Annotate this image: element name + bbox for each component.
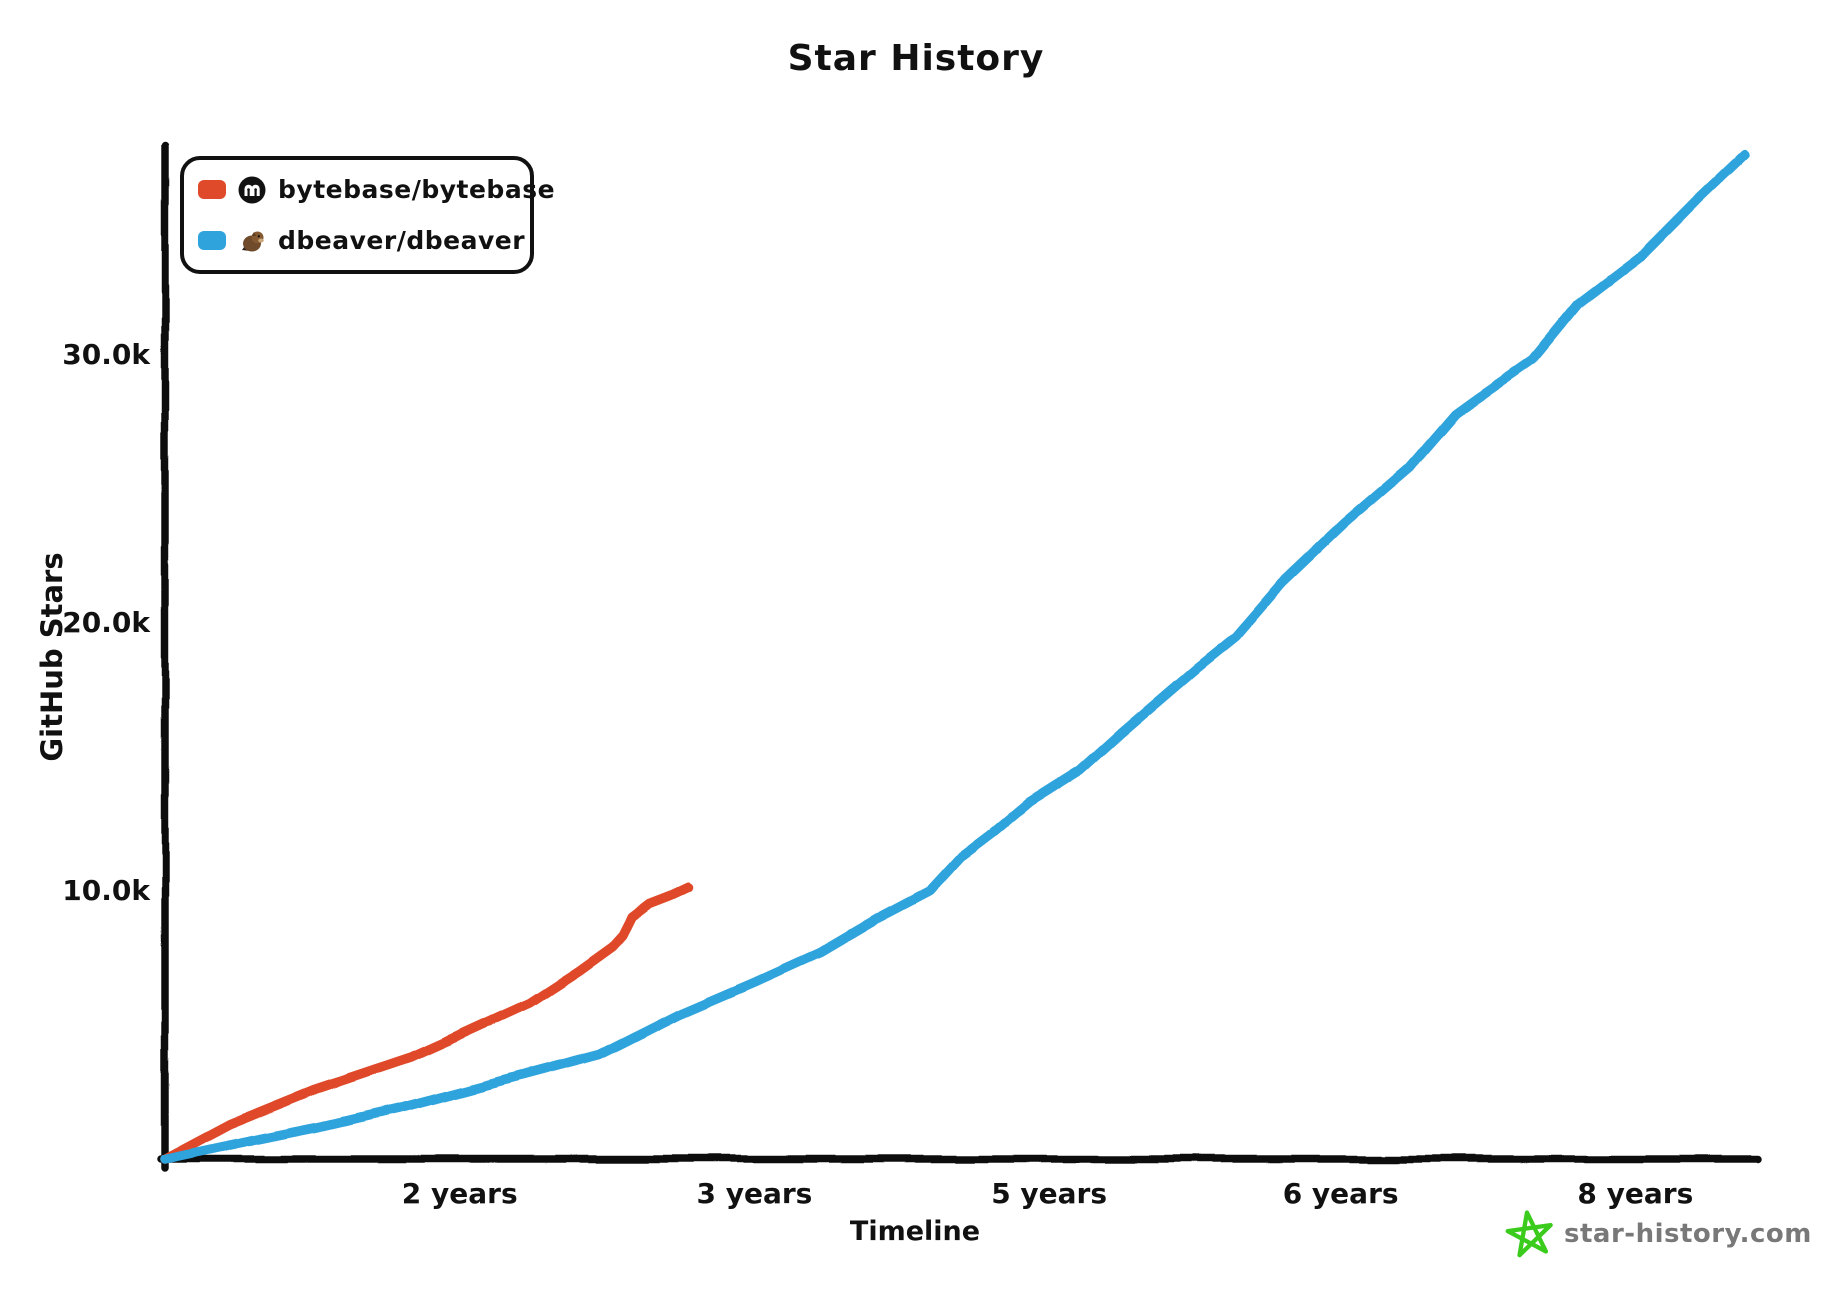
y-tick-label-30k: 30.0k (62, 338, 150, 371)
legend-series-label: dbeaver/dbeaver (278, 226, 526, 255)
y-tick-label-10k: 10.0k (62, 874, 150, 907)
series-color-swatch-bytebase (198, 180, 226, 199)
bytebase-avatar-icon (237, 175, 267, 205)
x-tick-label-2y: 2 years (401, 1177, 518, 1210)
series-color-swatch-dbeaver (198, 231, 226, 250)
y-axis-title: GitHub Stars (35, 552, 69, 762)
series-line-bytebase (160, 883, 693, 1164)
watermark[interactable]: star-history.com (1504, 1206, 1812, 1262)
x-tick-label-8y: 8 years (1577, 1177, 1694, 1210)
series-lines (160, 149, 1751, 1164)
legend-item-dbeaver: dbeaver/dbeaver (198, 220, 530, 262)
x-axis-title: Timeline (849, 1216, 981, 1247)
x-tick-label-3y: 3 years (696, 1177, 813, 1210)
dbeaver-avatar-icon (237, 226, 267, 256)
chart-title: Star History (787, 38, 1045, 79)
series-line-dbeaver (160, 149, 1751, 1164)
y-tick-label-20k: 20.0k (62, 606, 150, 639)
watermark-text[interactable]: star-history.com (1564, 1219, 1812, 1249)
legend-item-bytebase: bytebase/bytebase (198, 169, 555, 211)
legend: bytebase/bytebase dbeaver/dbeaver (180, 156, 555, 274)
x-tick-label-5y: 5 years (991, 1177, 1108, 1210)
star-icon (1501, 1205, 1560, 1264)
legend-series-label: bytebase/bytebase (278, 175, 556, 204)
axis-line (157, 141, 1762, 1172)
axes (157, 141, 1762, 1172)
x-tick-label-6y: 6 years (1282, 1177, 1399, 1210)
